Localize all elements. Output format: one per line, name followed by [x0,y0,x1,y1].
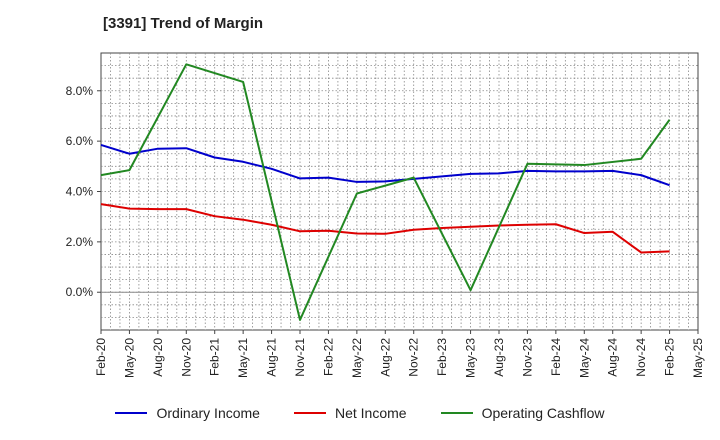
x-tick-label: Feb-20 [94,338,108,376]
legend-swatch-operating-cashflow [440,412,473,414]
x-tick-label: Aug-22 [378,338,392,377]
chart-title: [3391] Trend of Margin [103,15,264,32]
y-tick-label: 8.0% [66,84,94,98]
x-tick-label: Aug-21 [265,338,279,377]
y-axis-ticks: 8.0% 6.0% 4.0% 2.0% 0.0% [66,84,101,299]
y-tick-label: 2.0% [66,235,94,249]
x-tick-label: Feb-22 [321,338,335,376]
x-tick-label: Aug-20 [151,338,165,377]
x-tick-label: May-24 [577,338,591,378]
legend-label-net-income: Net Income [334,405,407,421]
x-tick-label: Nov-20 [179,338,193,377]
x-tick-label: May-21 [236,338,250,378]
legend-item-operating-cashflow: Operating Cashflow [440,405,605,421]
x-tick-label: Nov-23 [520,338,534,377]
grid-lines [101,53,698,330]
legend-swatch-ordinary-income [115,412,148,414]
x-tick-label: Aug-24 [606,338,620,377]
x-tick-label: Aug-23 [492,338,506,377]
x-tick-label: May-23 [464,338,478,378]
x-tick-label: Nov-24 [634,338,648,377]
y-tick-label: 6.0% [66,134,94,148]
x-tick-label: Nov-22 [407,338,421,377]
legend-item-net-income: Net Income [293,405,407,421]
x-tick-label: Feb-23 [435,338,449,376]
legend: Ordinary Income Net Income Operating Cas… [0,405,720,421]
x-tick-label: Feb-24 [549,338,563,376]
x-axis-ticks: Feb-20 May-20 Aug-20 Nov-20 Feb-21 May-21 Aug-… [94,330,705,378]
legend-item-ordinary-income: Ordinary Income [115,405,260,421]
legend-label-ordinary-income: Ordinary Income [156,405,260,421]
series-line-ordinary-income [100,143,670,187]
x-tick-label: Feb-25 [663,338,677,376]
series-lines [100,63,671,321]
y-tick-label: 4.0% [66,185,94,199]
series-line-operating-cashflow [100,63,671,321]
legend-swatch-net-income [293,412,326,414]
series-line-net-income [100,203,670,254]
x-tick-label: May-20 [122,338,136,378]
y-tick-label: 0.0% [66,285,94,299]
x-tick-label: May-25 [691,338,705,378]
x-tick-label: Nov-21 [293,338,307,377]
x-tick-label: Feb-21 [208,338,222,376]
x-tick-label: May-22 [350,338,364,378]
legend-label-operating-cashflow: Operating Cashflow [481,405,605,421]
